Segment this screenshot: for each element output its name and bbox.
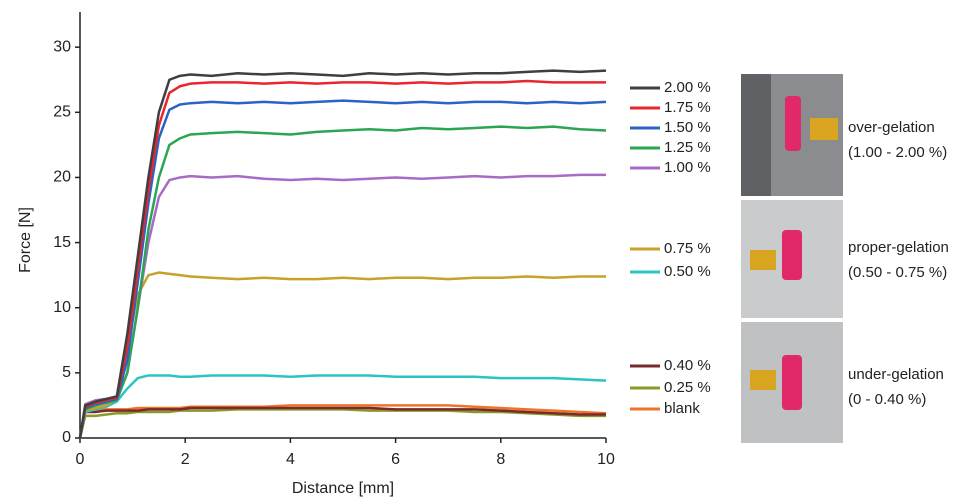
syringe bbox=[785, 96, 801, 151]
legend-label: 1.00 % bbox=[664, 159, 711, 176]
photo-part bbox=[741, 74, 771, 196]
nozzle-holder bbox=[810, 118, 838, 140]
series-line bbox=[78, 99, 607, 439]
y-axis-title: Force [N] bbox=[17, 207, 34, 273]
x-tick-label: 6 bbox=[391, 451, 400, 468]
x-tick-label: 4 bbox=[286, 451, 295, 468]
legend-label: 2.00 % bbox=[664, 79, 711, 96]
series-line bbox=[78, 79, 606, 439]
series-line bbox=[78, 408, 606, 439]
legend-label: 1.75 % bbox=[664, 99, 711, 116]
y-tick-label: 30 bbox=[53, 38, 71, 55]
photos bbox=[741, 74, 843, 443]
syringe bbox=[782, 355, 802, 410]
legend-label: 1.25 % bbox=[664, 139, 711, 156]
y-tick-label: 15 bbox=[53, 234, 71, 251]
x-tick-label: 2 bbox=[181, 451, 190, 468]
series-line bbox=[78, 406, 606, 439]
legend-label: 0.40 % bbox=[664, 357, 711, 374]
x-tick-label: 8 bbox=[496, 451, 505, 468]
legend-label: 0.25 % bbox=[664, 379, 711, 396]
legend-label: 1.50 % bbox=[664, 119, 711, 136]
nozzle-holder bbox=[750, 370, 776, 390]
y-tick-label: 10 bbox=[53, 299, 71, 316]
series-line bbox=[78, 374, 607, 439]
annotation-range: (1.00 - 2.00 %) bbox=[848, 144, 947, 161]
annotation-label: over-gelation bbox=[848, 119, 935, 136]
series-line bbox=[78, 69, 607, 439]
series-line bbox=[78, 173, 606, 439]
legend-label: 0.50 % bbox=[664, 263, 711, 280]
legend-label: 0.75 % bbox=[664, 240, 711, 257]
y-tick-label: 5 bbox=[62, 364, 71, 381]
series-line bbox=[78, 404, 607, 439]
x-axis-title: Distance [mm] bbox=[292, 480, 394, 497]
y-tick-label: 25 bbox=[53, 104, 71, 121]
legend-label: blank bbox=[664, 400, 700, 417]
annotation-range: (0 - 0.40 %) bbox=[848, 391, 926, 408]
annotation-range: (0.50 - 0.75 %) bbox=[848, 264, 947, 281]
y-tick-label: 20 bbox=[53, 169, 71, 186]
x-tick-label: 0 bbox=[76, 451, 85, 468]
series-line bbox=[78, 125, 607, 439]
x-tick-label: 10 bbox=[597, 451, 615, 468]
annotation-label: under-gelation bbox=[848, 366, 944, 383]
annotation-label: proper-gelation bbox=[848, 239, 949, 256]
nozzle-holder bbox=[750, 250, 776, 270]
y-tick-label: 0 bbox=[62, 429, 71, 446]
syringe bbox=[782, 230, 802, 280]
